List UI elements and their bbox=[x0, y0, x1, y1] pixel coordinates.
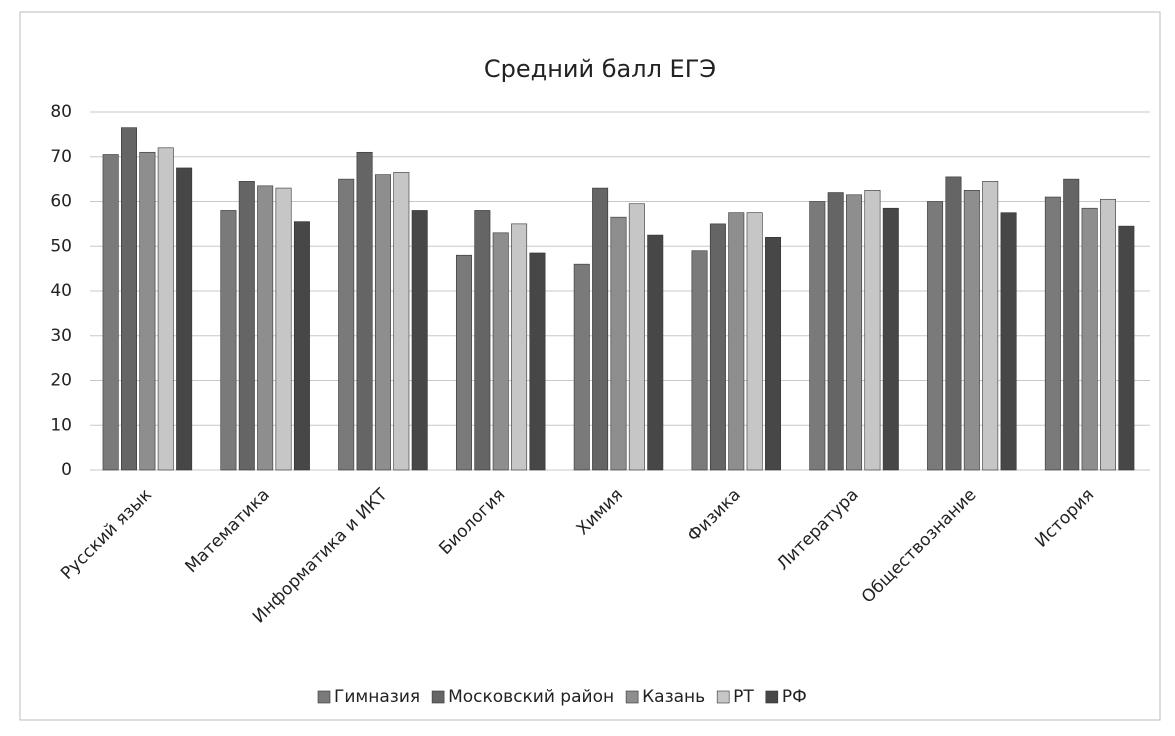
bar bbox=[492, 232, 509, 471]
chart-title: Средний балл ЕГЭ bbox=[484, 55, 716, 83]
y-tick-label: 80 bbox=[50, 102, 72, 122]
bar bbox=[121, 127, 138, 471]
bar bbox=[393, 172, 410, 471]
bar bbox=[356, 151, 373, 471]
bar bbox=[293, 221, 310, 471]
bar bbox=[1118, 225, 1135, 471]
bar bbox=[809, 201, 826, 471]
bar bbox=[864, 190, 881, 471]
bar bbox=[474, 210, 491, 471]
y-tick-label: 60 bbox=[50, 192, 72, 212]
y-tick-label: 70 bbox=[50, 147, 72, 167]
legend-label: Казань bbox=[642, 687, 705, 707]
bar bbox=[1081, 207, 1098, 471]
bar bbox=[139, 151, 156, 471]
bar bbox=[827, 192, 844, 471]
bar bbox=[765, 237, 782, 471]
bar bbox=[882, 207, 899, 471]
bar bbox=[982, 181, 999, 471]
y-tick-label: 40 bbox=[50, 281, 72, 301]
bar bbox=[529, 252, 546, 471]
bar bbox=[257, 185, 274, 471]
y-tick-label: 50 bbox=[50, 236, 72, 256]
bar bbox=[511, 223, 528, 471]
bar bbox=[709, 223, 726, 471]
bar bbox=[176, 167, 193, 471]
bar bbox=[220, 210, 237, 471]
legend-label: РТ bbox=[733, 687, 754, 707]
bar bbox=[628, 203, 645, 471]
bar bbox=[846, 194, 863, 471]
bar bbox=[455, 254, 472, 471]
bar bbox=[728, 212, 745, 471]
bar bbox=[1063, 178, 1080, 471]
legend-label: РФ bbox=[782, 687, 807, 707]
legend-swatch bbox=[317, 690, 331, 704]
bar bbox=[963, 190, 980, 471]
legend-swatch bbox=[625, 690, 639, 704]
bar bbox=[610, 216, 627, 471]
y-tick-label: 30 bbox=[50, 326, 72, 346]
bar bbox=[238, 181, 255, 471]
bar bbox=[275, 187, 292, 471]
legend-label: Гимназия bbox=[334, 687, 420, 707]
bar bbox=[374, 174, 391, 471]
bar bbox=[691, 250, 708, 471]
legend-swatch bbox=[431, 690, 445, 704]
bar bbox=[945, 176, 962, 471]
legend-swatch bbox=[765, 690, 779, 704]
bar bbox=[411, 210, 428, 471]
bar bbox=[102, 154, 119, 471]
bar bbox=[1044, 196, 1061, 471]
bar bbox=[1099, 198, 1116, 471]
bar bbox=[338, 178, 355, 471]
bar bbox=[647, 234, 664, 471]
bar bbox=[1000, 212, 1017, 471]
legend-label: Московский район bbox=[448, 687, 614, 707]
bar bbox=[592, 187, 609, 471]
y-tick-label: 20 bbox=[50, 371, 72, 391]
bar bbox=[573, 263, 590, 471]
bar bbox=[927, 201, 944, 471]
y-tick-label: 0 bbox=[61, 460, 72, 480]
bar bbox=[157, 147, 174, 471]
y-tick-label: 10 bbox=[50, 415, 72, 435]
legend-swatch bbox=[716, 690, 730, 704]
bar bbox=[746, 212, 763, 471]
